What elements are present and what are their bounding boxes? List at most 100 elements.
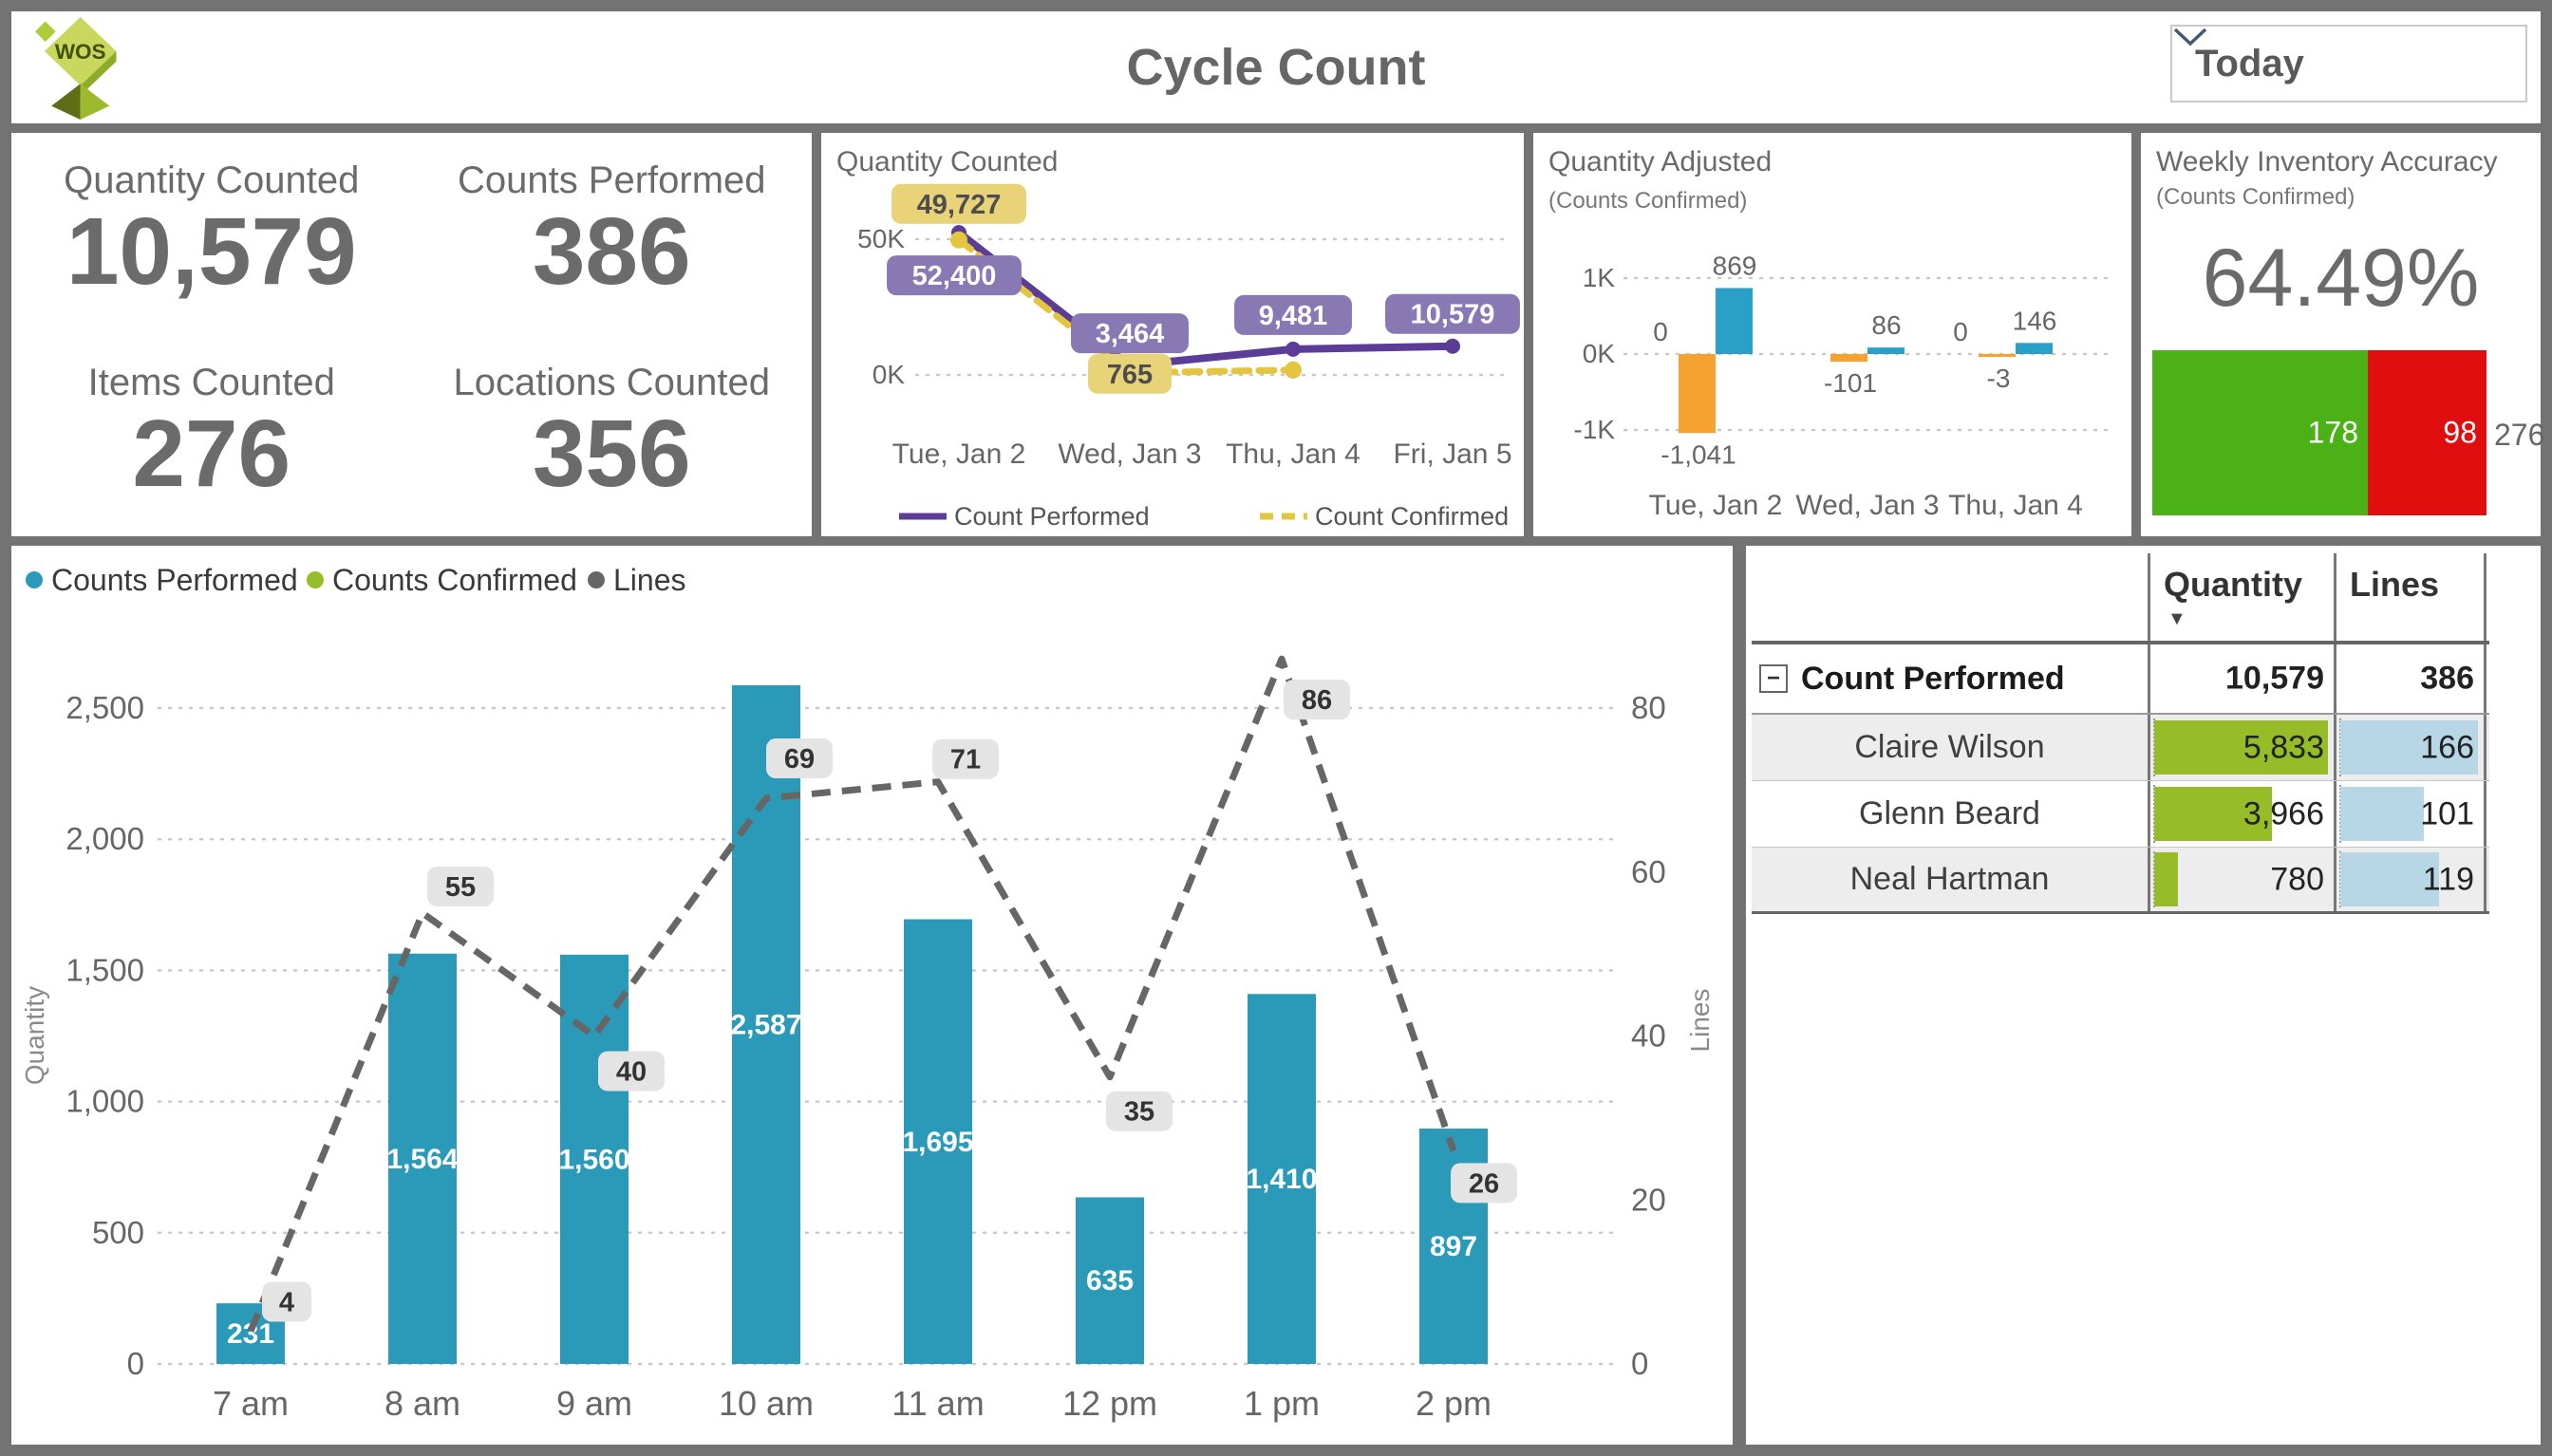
legend-item[interactable]: Counts Performed [26, 563, 298, 597]
count-performed-table-panel: Quantity ▼ Lines − Count Performed 10,579 386 C… [1746, 546, 2541, 1445]
data-label: 3,464 [1071, 313, 1189, 354]
table-row[interactable]: Neal Hartman 780 119 [1752, 848, 2489, 914]
svg-text:2 pm: 2 pm [1416, 1384, 1492, 1423]
svg-text:1,000: 1,000 [66, 1084, 144, 1119]
svg-text:635: 635 [1086, 1265, 1134, 1297]
table-header-quantity[interactable]: Quantity ▼ [2148, 553, 2334, 641]
accuracy-total: 276 [2494, 418, 2545, 452]
table-row[interactable]: Glenn Beard 3,966 101 [1752, 781, 2489, 848]
sort-descending-icon: ▼ [2167, 608, 2186, 629]
svg-text:49,727: 49,727 [917, 190, 1002, 220]
svg-text:80: 80 [1631, 690, 1666, 725]
svg-text:55: 55 [445, 872, 476, 903]
quantity-data-bar [2154, 786, 2273, 842]
kpi-label: Counts Performed [457, 159, 766, 201]
chart-title: Weekly Inventory Accuracy [2156, 146, 2498, 177]
svg-text:69: 69 [784, 744, 815, 775]
kpi-items-counted: Items Counted 276 [11, 335, 412, 537]
data-label: 86 [1284, 680, 1350, 720]
table-row[interactable]: − Count Performed 10,579 386 [1752, 644, 2489, 715]
svg-text:0: 0 [1631, 1346, 1648, 1381]
svg-text:2,500: 2,500 [66, 690, 144, 725]
accuracy-bar-segment: 178 [2152, 350, 2369, 515]
lines-data-bar [2340, 852, 2440, 906]
svg-text:4: 4 [279, 1287, 294, 1317]
svg-text:0: 0 [1653, 317, 1668, 346]
data-label: 55 [427, 866, 494, 906]
kpi-panel: Quantity Counted 10,579 Counts Performed… [11, 133, 812, 536]
svg-text:Lines: Lines [613, 563, 686, 597]
chart-subtitle: (Counts Confirmed) [2156, 184, 2355, 210]
svg-text:86: 86 [1871, 310, 1901, 340]
table-header-lines[interactable]: Lines [2334, 553, 2486, 641]
kpi-locations-counted: Locations Counted 356 [412, 335, 813, 537]
svg-text:1K: 1K [1583, 263, 1616, 292]
legend-item[interactable]: Lines [588, 563, 686, 597]
kpi-value: 276 [132, 400, 291, 507]
svg-text:1,410: 1,410 [1246, 1164, 1317, 1195]
hourly-combo-chart: Counts Performed Counts Confirmed Lines 0 50… [20, 563, 1715, 1423]
svg-text:146: 146 [2013, 306, 2057, 335]
svg-text:9 am: 9 am [556, 1384, 632, 1423]
weekly-accuracy-panel: Weekly Inventory Accuracy (Counts Confir… [2141, 133, 2545, 536]
svg-text:0: 0 [1953, 317, 1968, 346]
kpi-quantity-counted: Quantity Counted 10,579 [11, 133, 412, 335]
svg-text:11 am: 11 am [891, 1384, 984, 1423]
svg-text:Counts Performed: Counts Performed [51, 563, 298, 597]
legend-item-count-performed[interactable]: Count Performed [899, 502, 1150, 531]
kpi-value: 386 [532, 198, 691, 305]
legend-item-count-confirmed[interactable]: Count Confirmed [1260, 502, 1509, 531]
quantity-data-bar [2154, 719, 2328, 775]
svg-text:20: 20 [1631, 1182, 1666, 1217]
svg-text:10 am: 10 am [719, 1384, 814, 1423]
accuracy-stacked-bar: 178 98 [2152, 350, 2486, 515]
svg-text:-3: -3 [1987, 364, 2011, 393]
chart-title: Quantity Counted [836, 146, 1059, 177]
svg-text:Tue, Jan 2: Tue, Jan 2 [892, 439, 1026, 470]
svg-text:40: 40 [616, 1057, 647, 1088]
data-label: 9,481 [1234, 294, 1352, 335]
svg-text:869: 869 [1713, 251, 1757, 280]
svg-text:1,500: 1,500 [66, 952, 144, 987]
svg-text:-1,041: -1,041 [1661, 439, 1736, 469]
lines-data-bar [2340, 786, 2425, 842]
data-label: 69 [766, 738, 833, 779]
svg-text:Counts Confirmed: Counts Confirmed [332, 563, 577, 597]
data-label: 10,579 [1385, 293, 1520, 334]
data-label: 4 [262, 1281, 311, 1322]
svg-text:Lines: Lines [1685, 989, 1715, 1053]
svg-text:71: 71 [950, 745, 981, 775]
collapse-icon[interactable]: − [1759, 664, 1788, 693]
quantity-adjusted-chart: 1K 0K -1K Tue, Jan 2 Wed, Jan 3 Thu, Jan 4 0 -1… [1573, 251, 2111, 521]
svg-text:52,400: 52,400 [912, 261, 997, 291]
legend-item[interactable]: Counts Confirmed [307, 563, 577, 597]
svg-text:40: 40 [1631, 1018, 1666, 1054]
svg-text:1,695: 1,695 [902, 1127, 973, 1158]
svg-text:Thu, Jan 4: Thu, Jan 4 [1948, 490, 2083, 521]
table-row[interactable]: Claire Wilson 5,833 166 [1752, 715, 2489, 781]
count-performed-table: Quantity ▼ Lines − Count Performed 10,579 386 C… [1752, 553, 2489, 914]
svg-text:7 am: 7 am [213, 1384, 289, 1423]
date-filter-dropdown[interactable]: Today [2170, 25, 2527, 103]
svg-text:-1K: -1K [1573, 415, 1615, 444]
company-logo: WOS [35, 17, 117, 120]
logo-text: WOS [55, 40, 106, 64]
page-title: Cycle Count [1126, 39, 1426, 96]
svg-text:Wed, Jan 3: Wed, Jan 3 [1058, 439, 1201, 470]
svg-text:0: 0 [127, 1346, 144, 1381]
svg-text:3,464: 3,464 [1096, 319, 1165, 349]
kpi-value: 10,579 [66, 198, 357, 305]
svg-text:Wed, Jan 3: Wed, Jan 3 [1795, 490, 1939, 521]
chevron-down-icon [2173, 28, 2207, 47]
svg-text:Thu, Jan 4: Thu, Jan 4 [1226, 439, 1360, 470]
svg-text:26: 26 [1469, 1168, 1499, 1199]
svg-text:60: 60 [1631, 854, 1666, 889]
svg-text:Quantity: Quantity [20, 986, 49, 1085]
svg-text:12 pm: 12 pm [1062, 1384, 1157, 1423]
svg-text:9,481: 9,481 [1259, 301, 1328, 331]
svg-text:1,564: 1,564 [386, 1144, 458, 1175]
accuracy-percentage: 64.49% [2202, 233, 2480, 324]
header-panel: WOS Cycle Count Today [11, 11, 2541, 123]
svg-text:0K: 0K [1583, 339, 1616, 368]
